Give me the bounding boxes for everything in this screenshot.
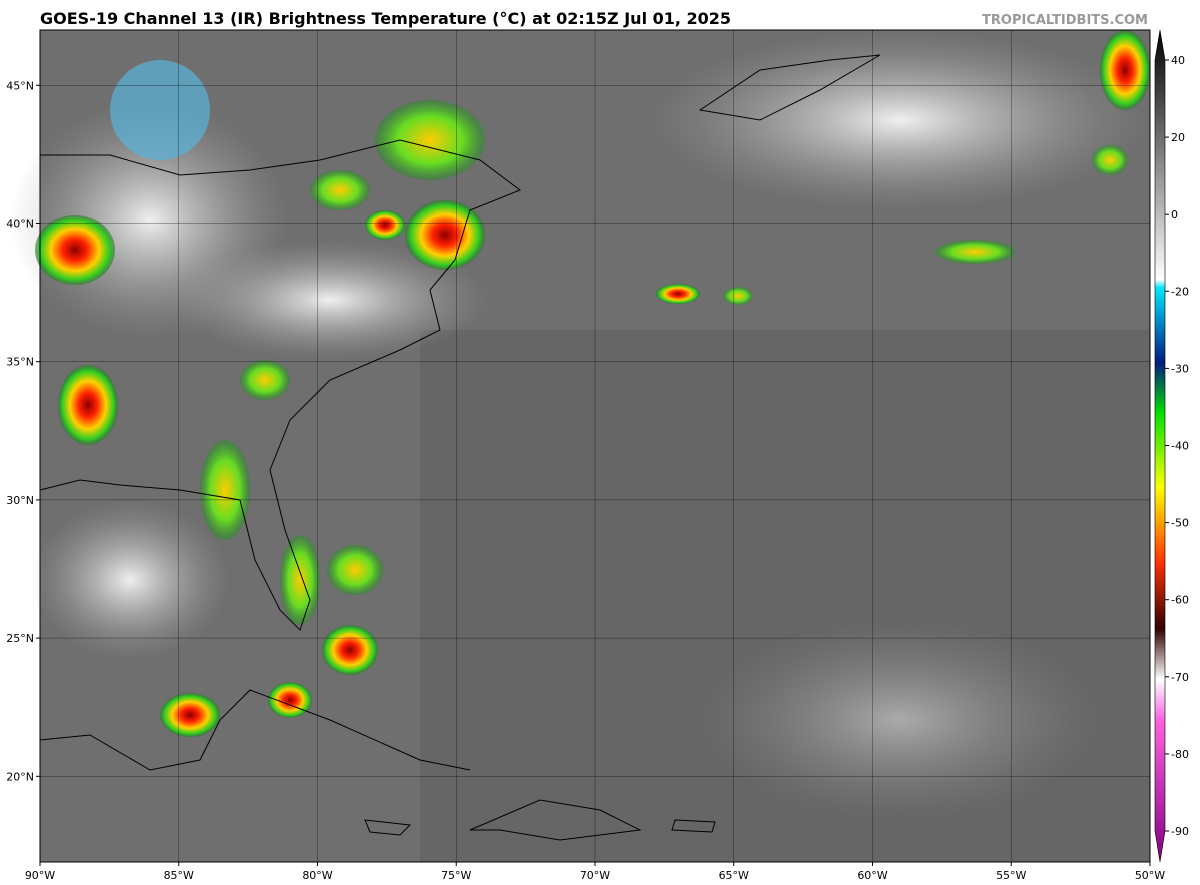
x-tick-label: 70°W (580, 869, 610, 882)
colorbar-tick-label: -70 (1171, 671, 1189, 684)
x-tick-label: 85°W (164, 869, 194, 882)
x-tick-label: 50°W (1135, 869, 1165, 882)
x-tick-label: 60°W (857, 869, 887, 882)
imagery (10, 30, 1150, 862)
credit: TROPICALTIDBITS.COM (982, 13, 1148, 28)
title: GOES-19 Channel 13 (IR) Brightness Tempe… (40, 9, 731, 28)
x-tick-label: 65°W (719, 869, 749, 882)
colorbar-tick-label: -20 (1171, 285, 1189, 298)
x-tick-label: 90°W (25, 869, 55, 882)
colorbar-tick-label: -90 (1171, 825, 1189, 838)
colorbar-tick-label: -50 (1171, 517, 1189, 530)
colorbar-tick-label: -30 (1171, 362, 1189, 375)
x-tick-label: 80°W (302, 869, 332, 882)
colorbar-tick-label: -40 (1171, 440, 1189, 453)
y-tick-label: 40°N (6, 217, 34, 230)
y-tick-label: 45°N (6, 79, 34, 92)
colorbar-tick-label: -80 (1171, 748, 1189, 761)
y-tick-label: 20°N (6, 770, 34, 783)
y-tick-label: 35°N (6, 356, 34, 369)
y-tick-label: 30°N (6, 494, 34, 507)
x-tick-label: 75°W (441, 869, 471, 882)
x-tick-label: 55°W (996, 869, 1026, 882)
colorbar (1154, 29, 1166, 863)
y-tick-label: 25°N (6, 632, 34, 645)
colorbar-tick-label: 20 (1171, 131, 1185, 144)
colorbar-tick-label: 40 (1171, 54, 1185, 67)
colorbar-tick-label: 0 (1171, 208, 1178, 221)
colorbar-tick-label: -60 (1171, 594, 1189, 607)
